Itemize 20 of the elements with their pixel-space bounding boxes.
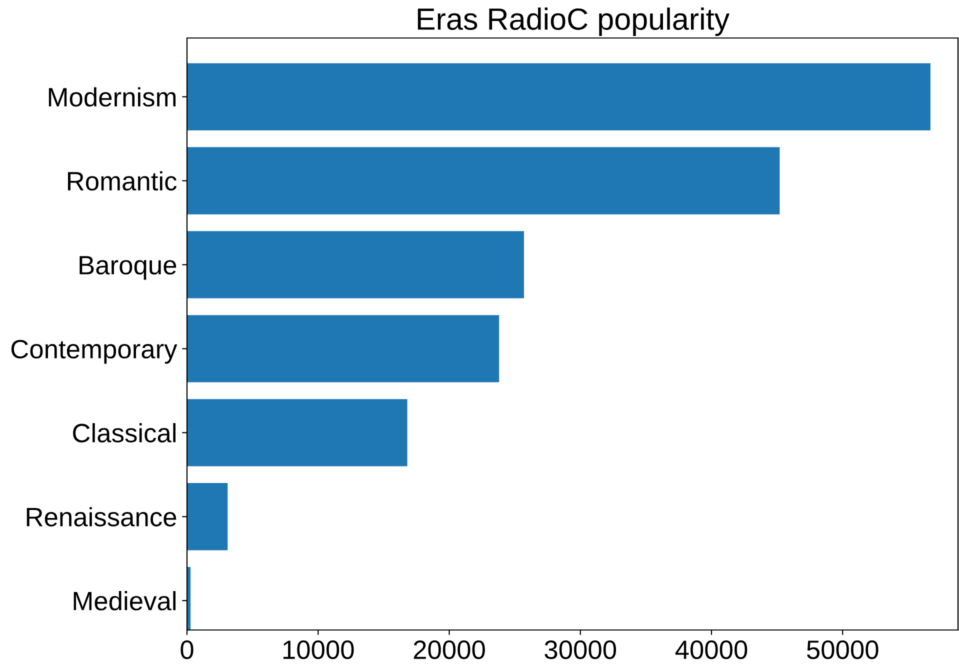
y-tick-label: Classical	[73, 423, 176, 442]
bar	[187, 147, 780, 214]
bar	[187, 483, 228, 550]
x-tick-label: 40000	[675, 640, 748, 660]
bar	[187, 231, 524, 298]
y-tick-label: Modernism	[48, 87, 176, 107]
y-tick-label: Romantic	[68, 171, 177, 191]
x-tick-label: 20000	[414, 640, 485, 660]
y-tick-label: Baroque	[80, 256, 176, 280]
x-tick-label: 0	[180, 640, 194, 660]
y-tick-label: Renaissance	[26, 507, 176, 526]
y-tick-label: Contemporary	[11, 340, 178, 364]
chart-title: Eras RadioC popularity	[418, 8, 730, 36]
x-tick-label: 50000	[806, 640, 878, 660]
bar	[187, 315, 500, 382]
bar	[187, 399, 408, 466]
bar	[187, 63, 930, 130]
y-tick-label: Medieval	[74, 591, 176, 610]
x-tick-label: 30000	[544, 640, 616, 660]
x-tick-label: 10000	[283, 640, 354, 660]
